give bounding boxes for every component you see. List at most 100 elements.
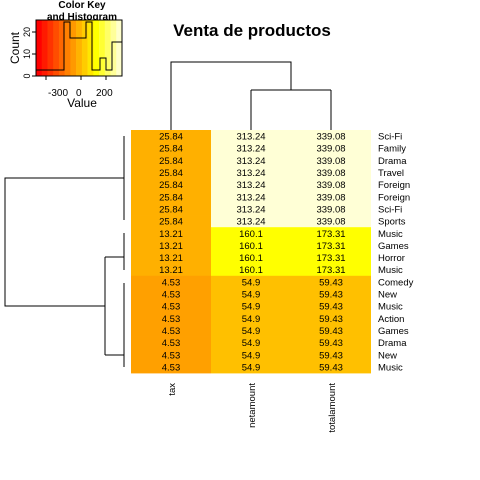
cell-value-label: 339.08 xyxy=(316,192,345,203)
heatmap-cell-totalamount xyxy=(291,300,371,313)
heatmap-cell-tax xyxy=(131,287,211,301)
cell-value-label: 13.21 xyxy=(159,229,183,240)
cell-value-label: 339.08 xyxy=(316,132,345,143)
color-key-x-tick-2: 0 xyxy=(76,88,82,99)
column-dendrogram xyxy=(170,61,332,130)
heatmap-cell-totalamount xyxy=(291,251,371,265)
color-key-swatch xyxy=(70,20,77,76)
heatmap-cell-tax xyxy=(131,239,211,252)
cell-value-label: 4.53 xyxy=(162,326,181,337)
column-label-netamount: netamount xyxy=(247,383,258,428)
cell-value-label: 25.84 xyxy=(159,204,183,215)
heatmap-cell-tax xyxy=(131,227,211,240)
cell-value-label: 13.21 xyxy=(159,265,183,276)
heatmap-cell-totalamount xyxy=(291,130,371,143)
row-label: Music xyxy=(378,229,403,240)
cell-value-label: 173.31 xyxy=(316,253,345,264)
color-key-ylabel: Count xyxy=(8,31,22,64)
row-label: Music xyxy=(378,302,403,313)
cell-value-label: 173.31 xyxy=(316,241,345,252)
heatmap-cell-totalamount xyxy=(291,190,371,204)
row-label: Sci-Fi xyxy=(378,204,402,215)
cell-value-label: 313.24 xyxy=(236,204,265,215)
color-key-swatch xyxy=(41,20,48,76)
heatmap-cell-tax xyxy=(131,275,211,289)
heatmap-cell-tax xyxy=(131,202,211,216)
heatmap-cell-netamount xyxy=(211,190,291,204)
cell-value-label: 313.24 xyxy=(236,144,265,155)
cell-value-label: 313.24 xyxy=(236,217,265,228)
cell-value-label: 4.53 xyxy=(162,277,181,288)
color-key-swatch xyxy=(99,20,106,76)
heatmap-cell-totalamount xyxy=(291,178,371,192)
color-key-swatch xyxy=(58,20,65,76)
cell-value-label: 54.9 xyxy=(242,338,261,349)
cell-value-label: 4.53 xyxy=(162,350,181,361)
cell-value-label: 54.9 xyxy=(242,326,261,337)
row-label: Drama xyxy=(378,338,407,349)
heatmap-cell-netamount xyxy=(211,215,291,228)
row-label: Music xyxy=(378,362,403,373)
color-key-frame xyxy=(35,19,123,77)
row-label: Games xyxy=(378,241,409,252)
cell-value-label: 54.9 xyxy=(242,362,261,373)
color-key-swatch xyxy=(76,20,83,76)
heatmap-cell-netamount xyxy=(211,324,291,337)
cell-value-label: 54.9 xyxy=(242,277,261,288)
color-key-swatch xyxy=(47,20,54,76)
row-label: Sci-Fi xyxy=(378,132,402,143)
color-key-swatch xyxy=(36,20,43,76)
cell-value-label: 25.84 xyxy=(159,192,183,203)
cell-value-label: 339.08 xyxy=(316,204,345,215)
cell-value-label: 160.1 xyxy=(239,253,263,264)
cell-value-label: 13.21 xyxy=(159,253,183,264)
heatmap-cell-tax xyxy=(131,190,211,204)
color-key-gradient xyxy=(36,20,123,76)
cell-value-label: 339.08 xyxy=(316,217,345,228)
cell-value-label: 59.43 xyxy=(319,277,343,288)
color-key-histogram xyxy=(36,21,122,71)
heatmap-cell-totalamount xyxy=(291,348,371,362)
heatmap-cell-netamount xyxy=(211,360,291,374)
heatmap-cell-tax xyxy=(131,360,211,374)
heatmap-cell-netamount xyxy=(211,263,291,277)
color-key-xlabel: Value xyxy=(67,96,97,110)
cell-value-label: 54.9 xyxy=(242,302,261,313)
cell-value-label: 54.9 xyxy=(242,350,261,361)
cell-value-label: 339.08 xyxy=(316,180,345,191)
cell-value-label: 25.84 xyxy=(159,168,183,179)
cell-value-label: 59.43 xyxy=(319,290,343,301)
cell-value-label: 339.08 xyxy=(316,144,345,155)
heatmap-cell-totalamount xyxy=(291,324,371,337)
cell-value-label: 54.9 xyxy=(242,290,261,301)
heatmap-cell-netamount xyxy=(211,142,291,155)
heatmap-cell-netamount xyxy=(211,227,291,240)
heatmap-cell-totalamount xyxy=(291,312,371,325)
row-label: Foreign xyxy=(378,192,410,203)
row-label: Foreign xyxy=(378,180,410,191)
cell-value-label: 160.1 xyxy=(239,229,263,240)
row-labels: Sci-FiFamilyDramaTravelForeignForeignSci… xyxy=(378,132,414,374)
cell-value-label: 313.24 xyxy=(236,132,265,143)
row-label: Family xyxy=(378,144,406,155)
cell-value-label: 25.84 xyxy=(159,156,183,167)
heatmap-cell-totalamount xyxy=(291,227,371,240)
cell-value-label: 59.43 xyxy=(319,362,343,373)
heatmap-cell-tax xyxy=(131,300,211,313)
color-key-swatch xyxy=(116,20,123,76)
column-label-tax: tax xyxy=(167,383,178,396)
cell-value-label: 25.84 xyxy=(159,217,183,228)
cell-value-label: 339.08 xyxy=(316,156,345,167)
cell-value-label: 25.84 xyxy=(159,144,183,155)
cell-value-label: 313.24 xyxy=(236,180,265,191)
heatmap-cell-tax xyxy=(131,348,211,362)
cell-value-label: 160.1 xyxy=(239,265,263,276)
color-key-swatch xyxy=(93,20,100,76)
color-key-y-tick-0: 0 xyxy=(22,73,32,78)
row-label: Action xyxy=(378,314,404,325)
row-label: New xyxy=(378,350,397,361)
heatmap-cell-labels: 25.84 313.24 339.08 25.84 313.24 339.08 25.84 3… xyxy=(159,132,345,374)
heatmap-cell-totalamount xyxy=(291,142,371,155)
